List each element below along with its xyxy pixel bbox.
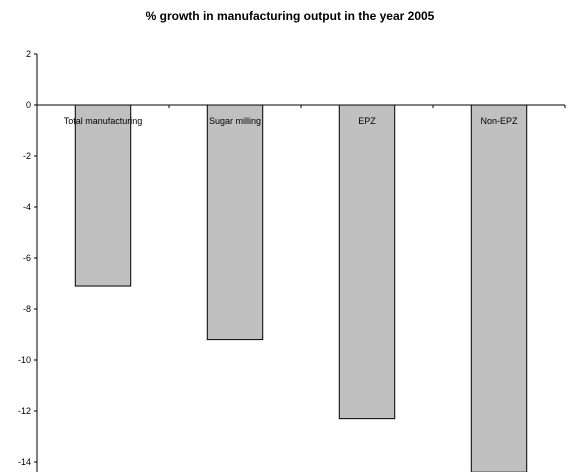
y-tick-label: 2: [26, 49, 31, 59]
category-label: EPZ: [358, 116, 376, 126]
bars: [74, 104, 528, 472]
category-label: Total manufacturing: [64, 116, 143, 126]
bar: [470, 104, 528, 472]
y-tick-label: -10: [18, 355, 31, 365]
y-tick-label: -14: [18, 457, 31, 467]
y-tick-label: -4: [23, 202, 31, 212]
category-label: Non-EPZ: [480, 116, 518, 126]
y-tick-label: -6: [23, 253, 31, 263]
y-tick-label: 0: [26, 100, 31, 110]
y-tick-label: -8: [23, 304, 31, 314]
category-label: Sugar milling: [209, 116, 261, 126]
bar: [338, 104, 396, 420]
category-labels: Total manufacturing Sugar milling EPZ Non-E…: [64, 116, 518, 126]
bar: [74, 104, 132, 287]
bar: [206, 104, 264, 341]
y-tick-label: -12: [18, 406, 31, 416]
chart-title: % growth in manufacturing output in the …: [145, 9, 435, 23]
y-tick-label: -2: [23, 151, 31, 161]
